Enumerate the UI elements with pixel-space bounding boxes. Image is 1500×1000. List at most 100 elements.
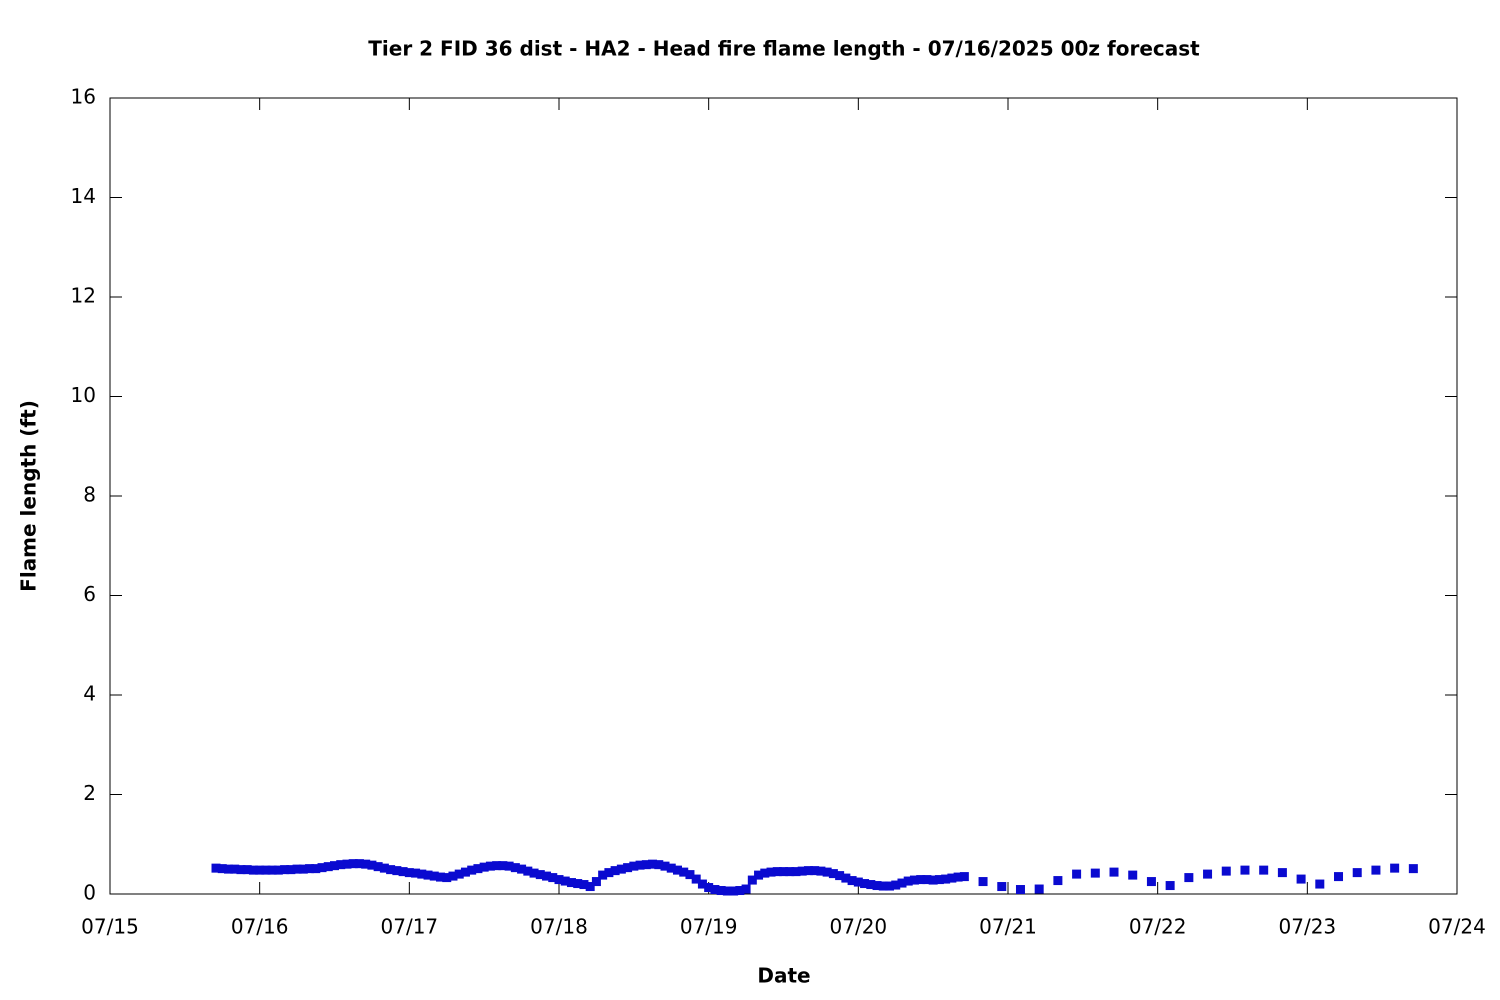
point [610,866,620,876]
point [947,873,957,883]
y-tick-label: 16 [71,85,96,109]
x-tick-label: 07/17 [381,915,439,939]
point [872,881,882,891]
point [392,866,402,876]
x-tick-label: 07/22 [1129,915,1187,939]
x-tick-label: 07/24 [1428,915,1486,939]
point [1015,885,1025,895]
point [1334,872,1344,882]
point [828,869,838,879]
point [1277,868,1287,878]
point [1165,881,1175,891]
point [1259,865,1269,875]
point [916,875,926,885]
point [1109,867,1119,877]
point [342,859,352,869]
point [1296,874,1306,884]
point [616,864,626,874]
point [1371,865,1381,875]
point [311,864,321,874]
point [841,873,851,883]
point [579,880,589,890]
point [535,870,545,880]
point [361,859,371,869]
point [660,861,670,871]
point [548,873,558,883]
point [598,870,608,880]
point [791,867,801,877]
point [280,865,290,875]
point [517,864,527,874]
point [903,876,913,886]
point [1315,879,1325,889]
point [835,871,845,881]
x-tick-label: 07/20 [830,915,888,939]
x-tick-label: 07/18 [530,915,588,939]
point [997,882,1007,892]
point [978,877,988,887]
point [367,860,377,870]
point [386,865,396,875]
y-tick-label: 6 [83,582,96,606]
point [797,866,807,876]
point [573,879,583,889]
point [1390,863,1400,873]
point [448,871,458,881]
point [922,875,932,885]
point [623,863,633,873]
point [560,876,570,886]
point [891,880,901,890]
y-tick-label: 12 [71,284,96,308]
point [230,864,240,874]
point [760,868,770,878]
point [373,862,383,872]
y-axis-label: Flame length (ft) [17,400,41,592]
point [1408,864,1418,874]
x-tick-label: 07/23 [1279,915,1337,939]
point [336,860,346,870]
point [860,879,870,889]
point [429,871,439,881]
point [909,875,919,885]
y-tick-label: 4 [83,682,96,706]
point [417,869,427,879]
point [1034,884,1044,894]
chart-title: Tier 2 FID 36 dist - HA2 - Head fire fla… [368,37,1200,61]
point [766,867,776,877]
point [523,866,533,876]
point [654,860,664,870]
point [735,886,745,896]
point [298,864,308,874]
point [1053,876,1063,886]
point [928,875,938,885]
point [248,865,258,875]
point [722,886,732,896]
x-tick-label: 07/19 [680,915,738,939]
point [504,861,514,871]
point [672,865,682,875]
point [529,868,539,878]
x-tick-label: 07/16 [231,915,289,939]
point [348,859,358,869]
point [1352,868,1362,878]
point [941,874,951,884]
y-tick-label: 10 [71,383,96,407]
point [404,868,414,878]
point [666,863,676,873]
y-tick-label: 0 [83,881,96,905]
point [648,859,658,869]
point [1221,866,1231,876]
point [236,865,246,875]
point [641,860,651,870]
point [822,867,832,877]
point [473,864,483,874]
point [398,867,408,877]
x-axis-label: Date [757,964,810,988]
point [803,866,813,876]
point [810,866,820,876]
point [704,883,714,893]
point [866,880,876,890]
point [1203,869,1213,879]
point [691,874,701,884]
point [454,869,464,879]
